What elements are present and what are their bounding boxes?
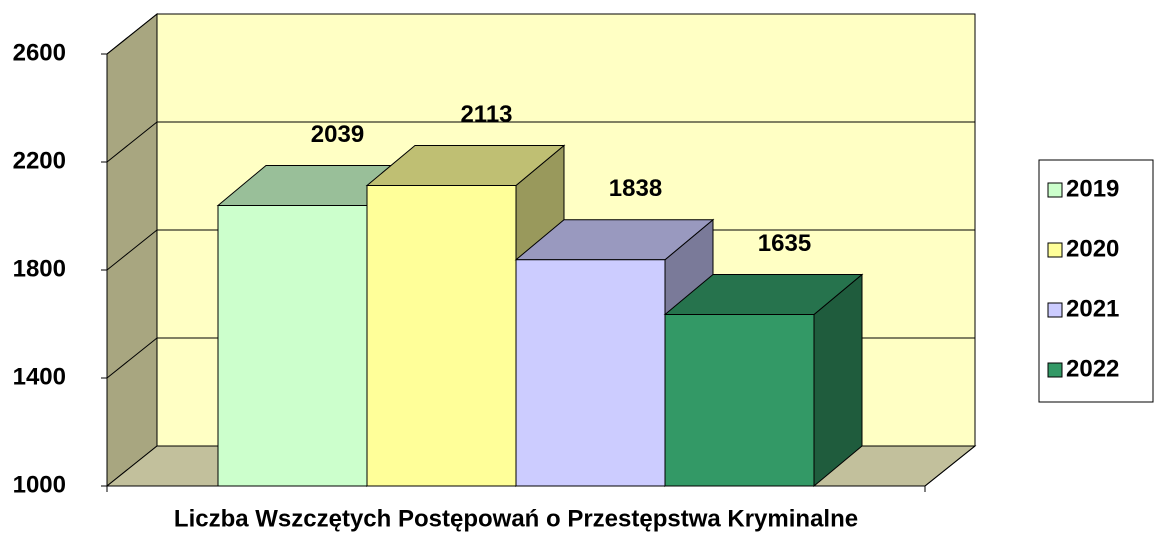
bar-front (515, 259, 666, 487)
legend-label: 2019 (1066, 175, 1119, 202)
data-label: 2039 (311, 121, 364, 148)
bar-front (664, 314, 815, 487)
data-label: 2113 (460, 101, 512, 128)
grid-line (106, 229, 158, 271)
y-tick-label: 2600 (13, 39, 66, 66)
y-tick-label: 2200 (13, 147, 66, 174)
legend-swatch (1047, 302, 1063, 318)
legend-swatch (1047, 362, 1063, 378)
x-axis-label: Liczba Wszczętych Postępowań o Przestęps… (174, 505, 858, 532)
legend-swatch (1047, 182, 1063, 198)
bar (663, 273, 864, 488)
grid-line (106, 13, 158, 55)
legend-label: 2022 (1066, 355, 1119, 382)
bar-front (366, 184, 517, 487)
y-tick-label: 1000 (13, 471, 66, 498)
data-label: 1838 (609, 175, 662, 202)
x-axis (924, 445, 976, 487)
legend-swatch (1047, 242, 1063, 258)
grid-line (106, 337, 158, 379)
legend-label: 2020 (1066, 235, 1119, 262)
grid-line (106, 121, 158, 163)
bar-front (217, 204, 368, 487)
y-tick-label: 1400 (13, 363, 66, 390)
y-tick-label: 1800 (13, 255, 66, 282)
legend-label: 2021 (1066, 295, 1119, 322)
data-label: 1635 (758, 230, 811, 257)
legend (1038, 159, 1154, 403)
